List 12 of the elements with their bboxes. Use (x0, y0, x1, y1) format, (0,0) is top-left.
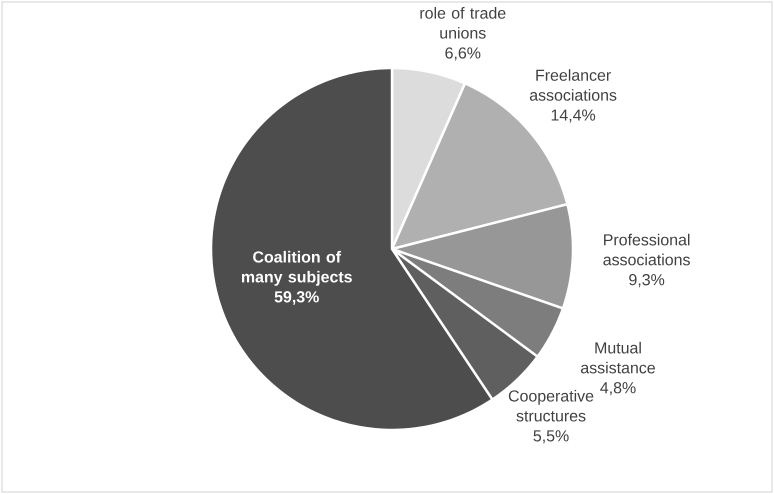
slice-label: Professional associations (603, 234, 690, 266)
slice-label: Mutual assistance (581, 342, 655, 374)
slice-label: Freelancer associations (530, 69, 616, 101)
slice-label: Coalition of many subjects (242, 250, 352, 286)
data-label: 6,6% (445, 47, 480, 60)
data-label: 5,5% (534, 430, 569, 444)
data-label: 4,8% (600, 382, 636, 396)
data-label: 59,3% (274, 291, 319, 305)
slice-label: role of trade unions (420, 7, 506, 39)
data-label: 14,4% (552, 109, 596, 123)
slice-label: Cooperative structures (508, 390, 594, 422)
data-label: 9,3% (629, 274, 664, 288)
